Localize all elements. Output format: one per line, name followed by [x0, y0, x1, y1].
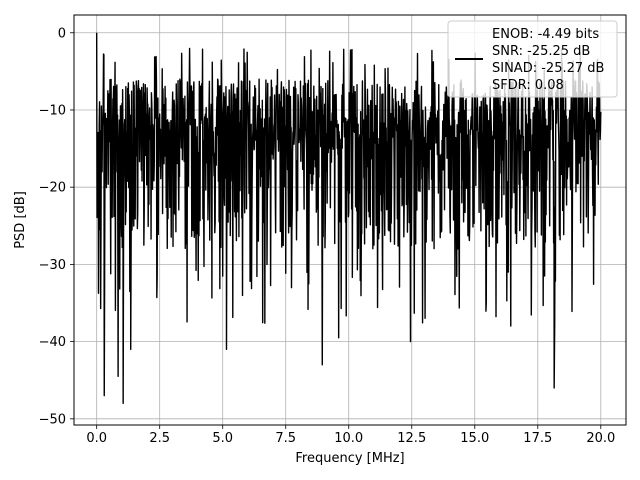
- x-tick-label: 5.0: [212, 431, 233, 446]
- y-tick-label: 0: [58, 26, 66, 41]
- y-tick-label: −30: [39, 258, 66, 273]
- legend-box: [447, 20, 618, 98]
- y-tick-label: −40: [39, 335, 66, 350]
- y-tick-label: −10: [39, 103, 66, 118]
- x-tick-label: 20.0: [586, 431, 615, 446]
- x-tick-label: 15.0: [460, 431, 489, 446]
- axis-ticks: 0.0 2.5 5.0 7.5 10.0 12.5 15.0 17.5 20.0 0 −10 −20 −…: [39, 26, 616, 446]
- legend-entry-sfdr: SFDR: 0.08: [492, 78, 564, 93]
- x-tick-label: 0.0: [86, 431, 107, 446]
- x-tick-label: 10.0: [334, 431, 363, 446]
- legend: ENOB: -4.49 bits SNR: -25.25 dB SINAD: -…: [447, 20, 618, 98]
- y-tick-label: −50: [39, 412, 66, 427]
- x-tick-label: 17.5: [523, 431, 552, 446]
- legend-entry-snr: SNR: -25.25 dB: [492, 44, 590, 59]
- legend-entry-sinad: SINAD: -25.27 dB: [492, 61, 604, 76]
- y-tick-label: −20: [39, 181, 66, 196]
- psd-series-line: [95, 32, 602, 405]
- x-tick-label: 2.5: [149, 431, 170, 446]
- y-axis-label: PSD [dB]: [13, 191, 28, 249]
- x-tick-label: 12.5: [397, 431, 426, 446]
- x-axis-label: Frequency [MHz]: [295, 451, 404, 466]
- series-layer: [95, 32, 602, 405]
- plot-frame: [73, 14, 627, 426]
- legend-entry-enob: ENOB: -4.49 bits: [492, 27, 599, 42]
- x-tick-label: 7.5: [275, 431, 296, 446]
